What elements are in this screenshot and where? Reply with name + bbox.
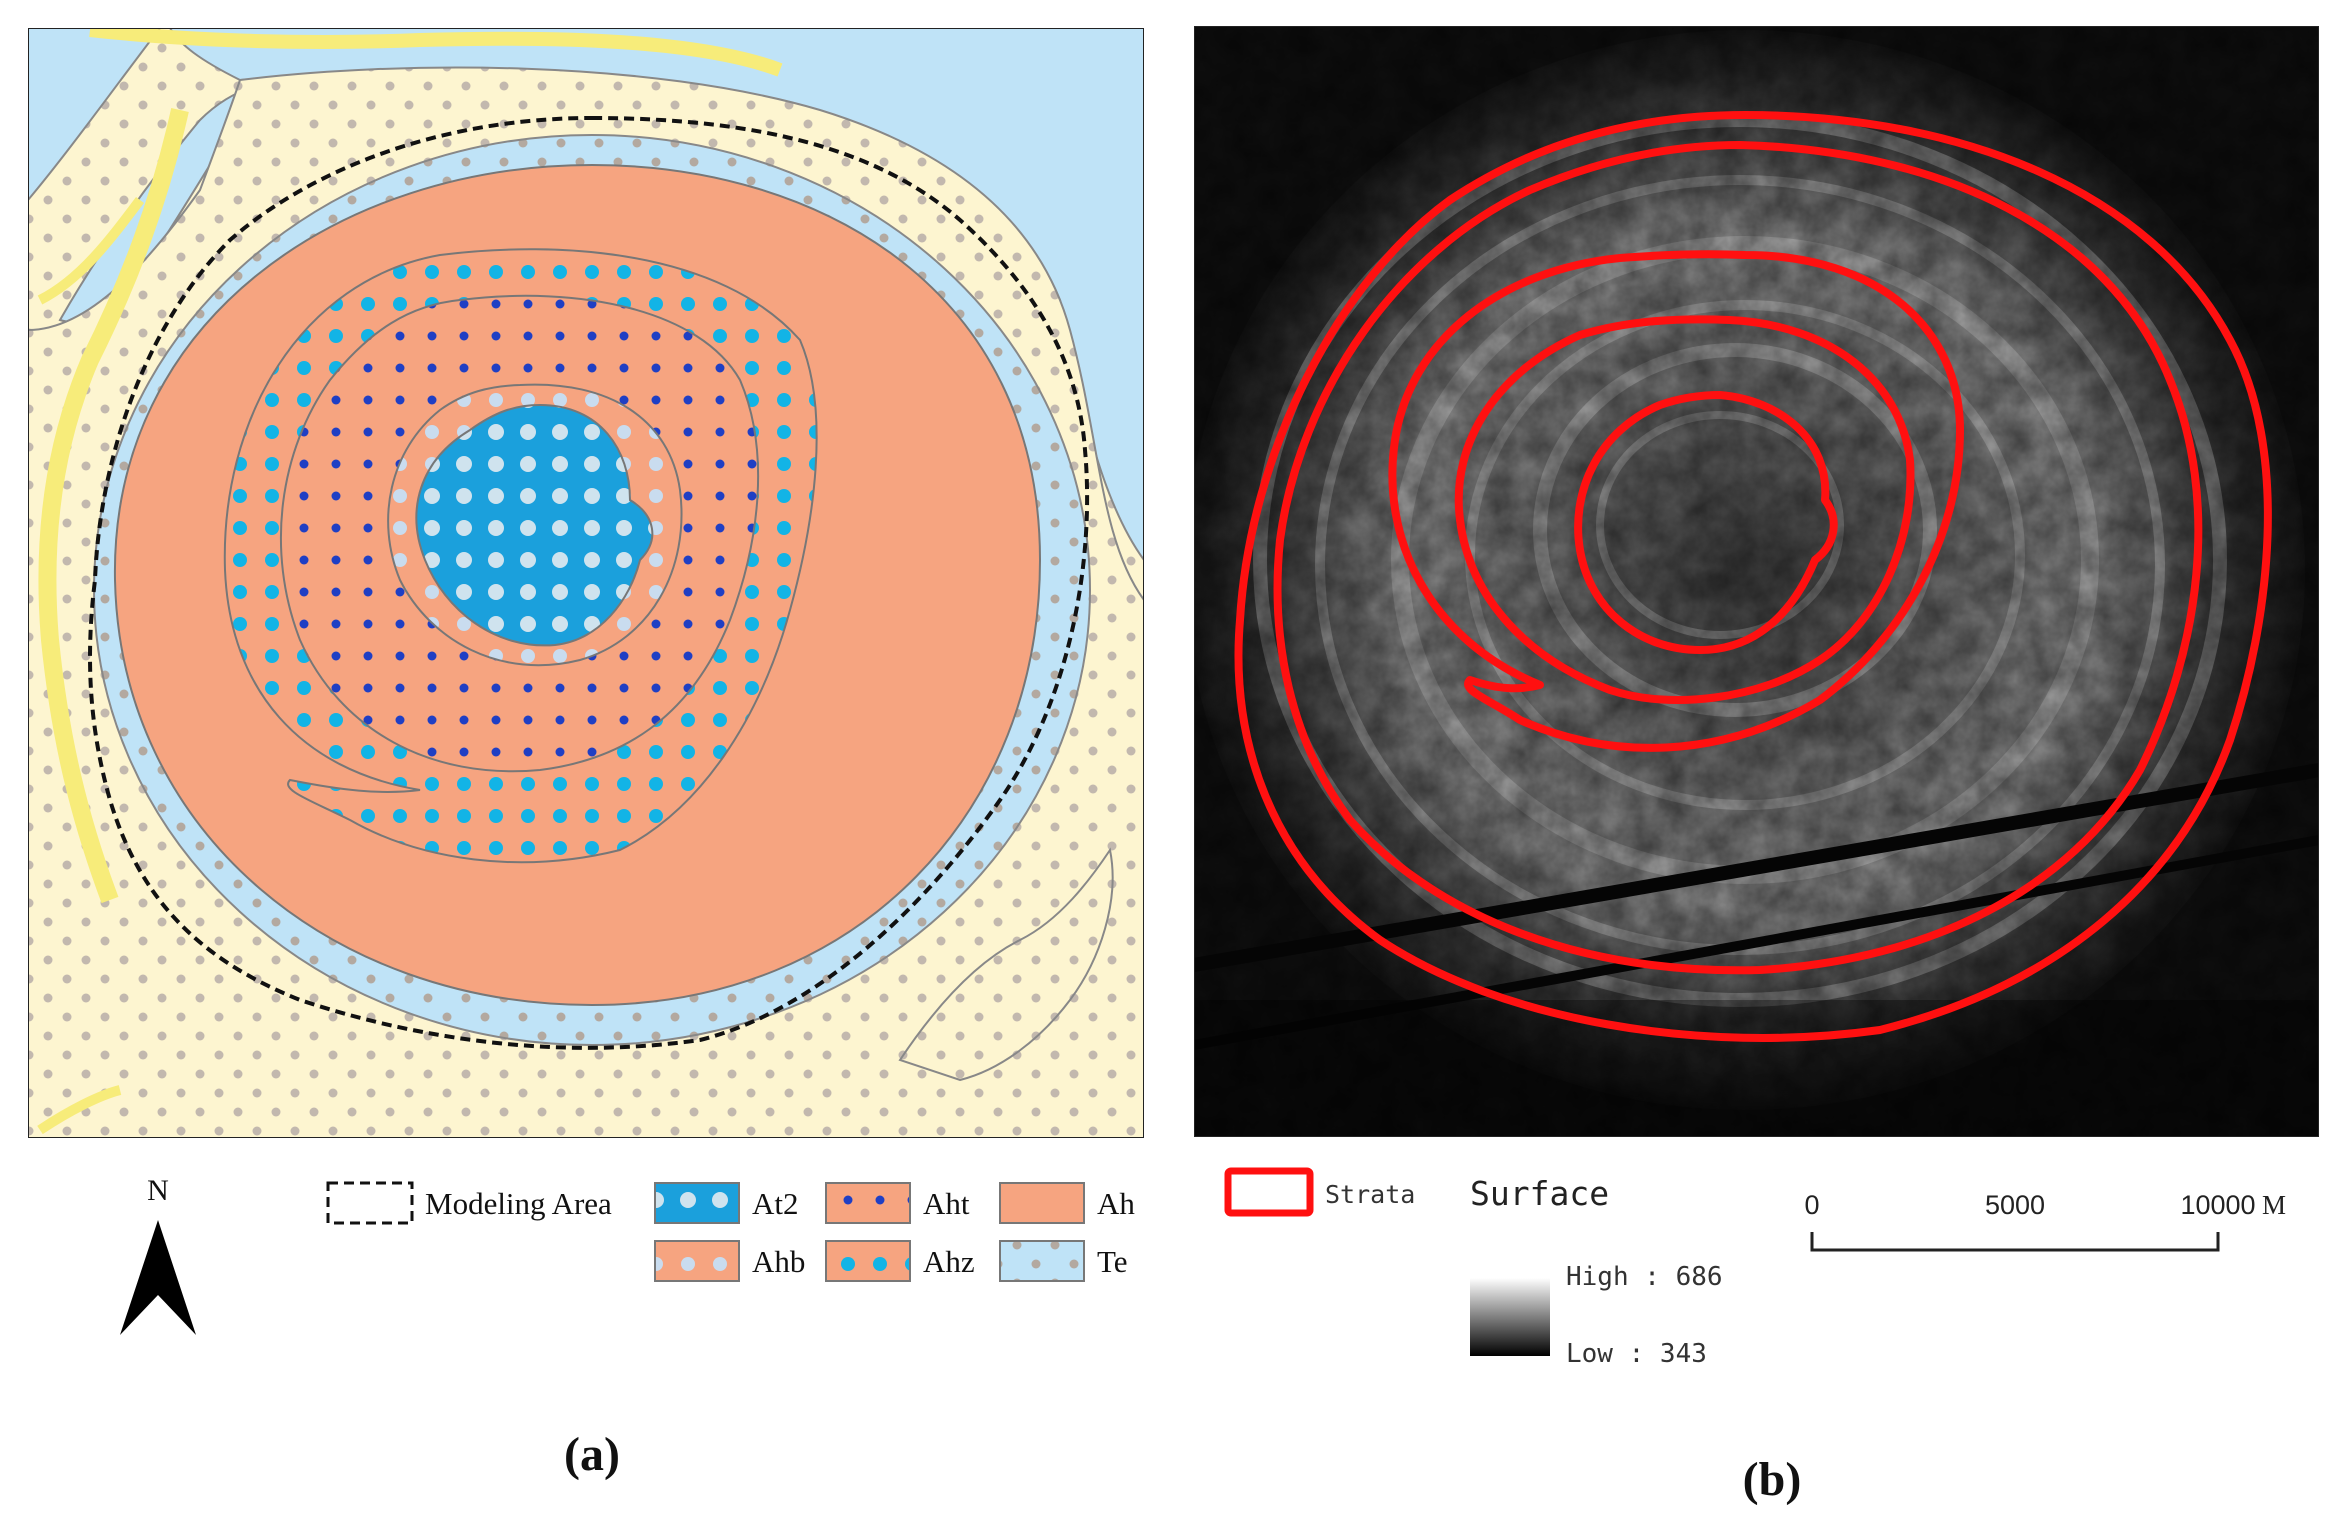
legend-label-te: Te	[1097, 1244, 1128, 1279]
legend-label-ahz: Ahz	[923, 1244, 975, 1279]
river-branch	[37, 196, 144, 305]
caption-b: (b)	[1743, 1453, 1802, 1506]
scale-bar: 0 5000 10000 M	[1804, 1190, 2286, 1252]
satellite-panel	[1194, 26, 2319, 1137]
strata-label: Strata	[1325, 1180, 1415, 1209]
surface-low-label: Low : 343	[1566, 1339, 1707, 1369]
valley-se	[898, 847, 1114, 1082]
strata-swatch	[1224, 1167, 1314, 1217]
caption-a: (a)	[564, 1428, 620, 1481]
legend-label-ahb: Ahb	[752, 1244, 805, 1279]
river-north	[89, 28, 783, 77]
river-sw	[37, 1085, 122, 1135]
swath-line-2	[1194, 835, 2319, 1050]
modeling-area-boundary	[88, 115, 1090, 1050]
legend-swatch-ah	[999, 1182, 1085, 1224]
legend-label-aht: Aht	[923, 1186, 970, 1221]
legend-label-ah: Ah	[1097, 1186, 1135, 1221]
geologic-legend: Modeling Area At2 Aht Ah Ahb Ahz Te	[326, 1181, 1135, 1282]
surface-title: Surface	[1470, 1174, 1609, 1213]
surface-legend: Strata Surface High : 686 Low : 343	[1224, 1167, 1723, 1369]
north-arrow: N	[120, 1174, 196, 1335]
strata-core	[1574, 391, 1838, 654]
north-arrow-icon	[120, 1220, 196, 1335]
modeling-area-swatch	[326, 1181, 414, 1225]
legend-swatch-at2	[654, 1182, 740, 1224]
surface-ramp	[1470, 1278, 1550, 1356]
strata-outer	[1234, 111, 2272, 1042]
scale-bar-line	[1810, 1232, 2220, 1252]
legend-swatch-te	[999, 1240, 1085, 1282]
legend-swatch-aht	[825, 1182, 911, 1224]
satellite-texture	[1194, 26, 2319, 1137]
legend-swatch-ahb	[654, 1240, 740, 1282]
modeling-area-label: Modeling Area	[425, 1186, 612, 1221]
dark-lower-zone	[1194, 1000, 2319, 1137]
legend-label-at2: At2	[752, 1186, 799, 1221]
swath-line-1	[1194, 763, 2319, 972]
scale-tick-10000: 10000	[2180, 1190, 2255, 1220]
scale-tick-5000: 5000	[1985, 1190, 2045, 1220]
legend-swatch-ahz	[825, 1240, 911, 1282]
geologic-map-panel	[28, 28, 1144, 1138]
north-label: N	[147, 1174, 169, 1207]
strata-outlines	[1234, 111, 2272, 1042]
scale-tick-0: 0	[1804, 1190, 1819, 1220]
surface-high-label: High : 686	[1566, 1262, 1723, 1292]
strata-spiral	[1388, 250, 1964, 752]
unit-at2	[415, 403, 654, 647]
strata-third	[1454, 315, 1915, 704]
river-west	[38, 108, 189, 904]
scale-unit: M	[2262, 1190, 2286, 1220]
strata-second	[1273, 141, 2203, 975]
